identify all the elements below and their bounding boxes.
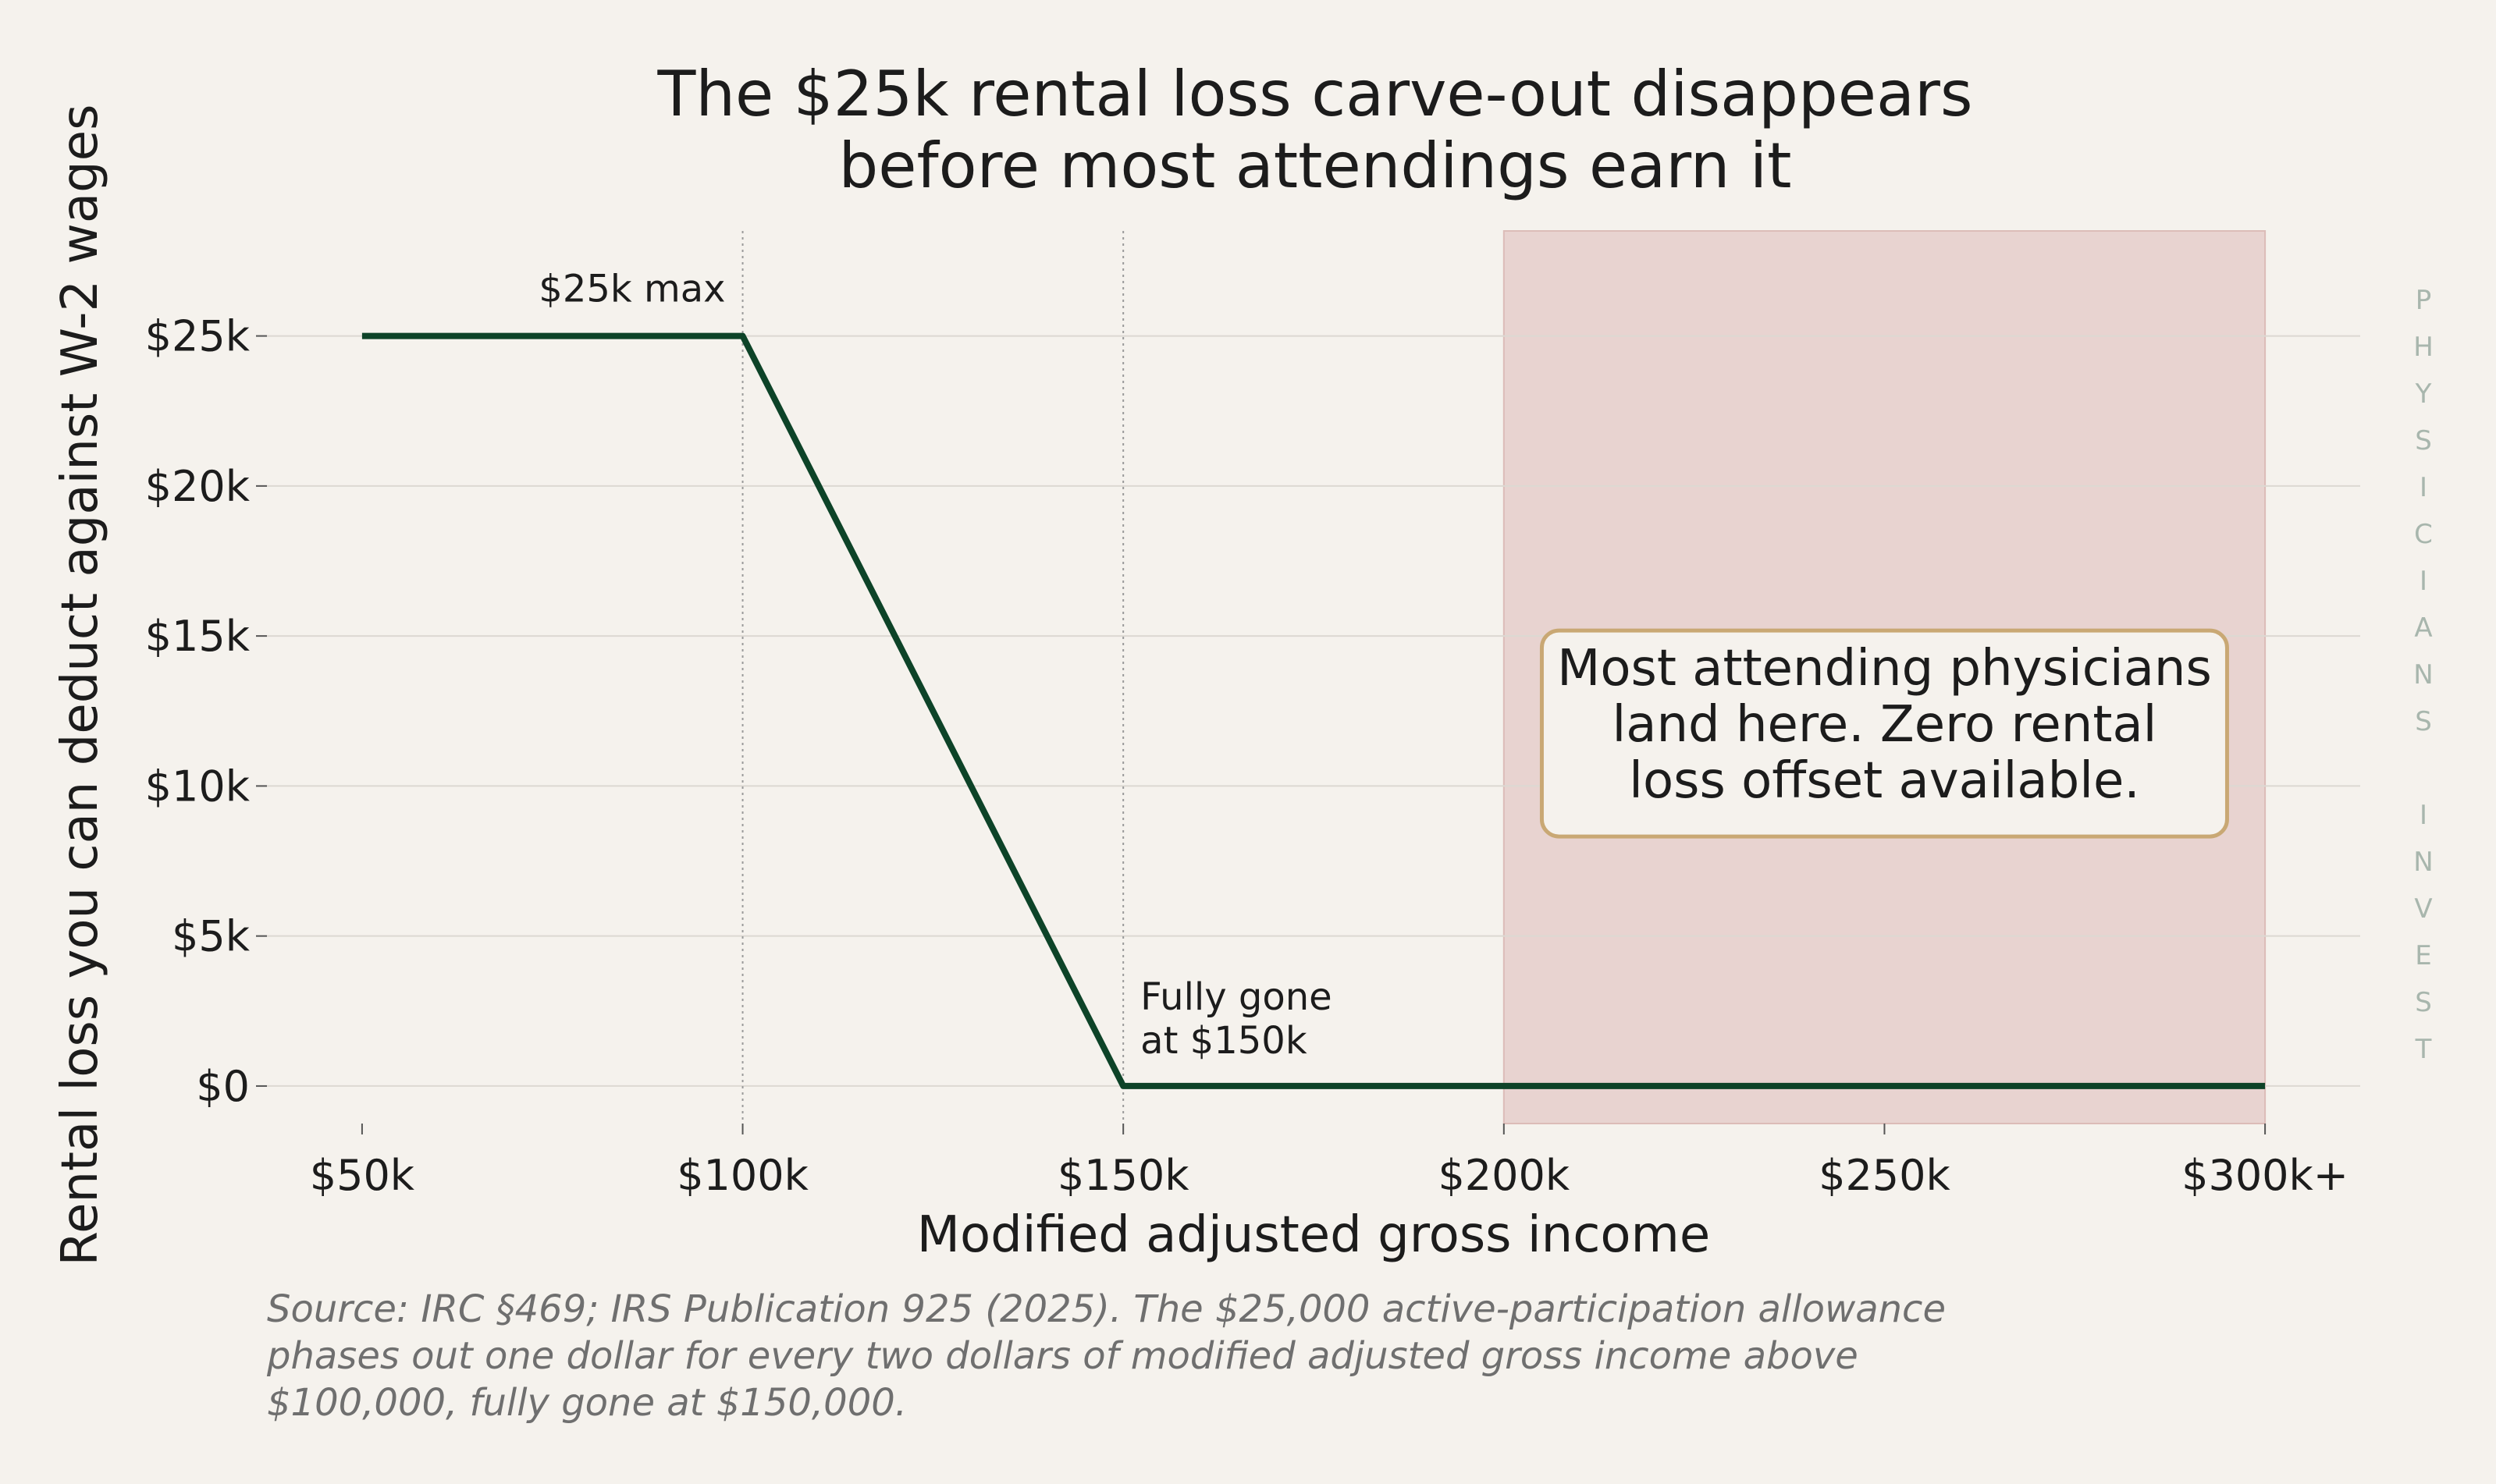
source-line: $100,000, fully gone at $150,000. [267, 1381, 907, 1425]
title-line: before most attendings earn it [839, 130, 1792, 202]
y-tick-label: $20k [145, 462, 251, 511]
watermark-letter: N [2413, 847, 2433, 878]
y-tick-label: $15k [145, 612, 251, 661]
annotation-fully-gone: Fully gone [1140, 975, 1332, 1019]
watermark-letter: H [2413, 332, 2434, 363]
watermark-letter: S [2415, 987, 2432, 1018]
callout-text-line: Most attending physicians [1557, 640, 2212, 698]
series-line-rental-loss-allowance [361, 332, 2266, 1089]
callout-text-line: loss offset available. [1629, 752, 2140, 810]
x-tick-label: $200k [1438, 1151, 1570, 1200]
title-line: The $25k rental loss carve-out disappear… [656, 58, 1972, 130]
watermark-letter: I [2420, 566, 2427, 597]
y-tick-label: $5k [172, 912, 251, 961]
axes: $0 $5k $10k $15k $20k $25k $50k $100k $150k $200k… [52, 105, 2348, 1266]
watermark-letter: T [2415, 1034, 2432, 1065]
x-tick-label: $50k [310, 1151, 415, 1200]
x-tick-label: $250k [1819, 1151, 1950, 1200]
watermark-letter: I [2420, 800, 2427, 831]
annotation-fully-gone: at $150k [1140, 1019, 1307, 1063]
annotation-25k-max: $25k max [539, 268, 725, 311]
watermark-letter: E [2415, 940, 2431, 971]
source-line: Source: IRC §469; IRS Publication 925 (2… [267, 1287, 1946, 1331]
watermark-letter: C [2414, 519, 2433, 550]
watermark-letter: S [2415, 706, 2432, 737]
x-tick-label: $150k [1058, 1151, 1189, 1200]
source-line: phases out one dollar for every two doll… [266, 1334, 1858, 1378]
source-note: Source: IRC §469; IRS Publication 925 (2… [266, 1287, 1946, 1425]
watermark-letter: S [2415, 425, 2432, 456]
watermark-letter: N [2413, 659, 2433, 691]
watermark-letter: Y [2415, 378, 2432, 410]
y-axis-title: Rental loss you can deduct against W-2 w… [52, 105, 109, 1266]
y-tick-label: $0 [196, 1062, 250, 1111]
callout-text-line: land here. Zero rental [1612, 696, 2156, 754]
x-tick-label: $100k [677, 1151, 809, 1200]
y-tick-label: $10k [145, 762, 251, 811]
x-axis-title: Modified adjusted gross income [917, 1206, 1711, 1264]
reference-lines [741, 231, 1125, 1124]
y-tick-label: $25k [145, 312, 251, 361]
callout-box [1539, 628, 2229, 839]
watermark-letter: I [2420, 472, 2427, 503]
x-tick-label: $300k+ [2181, 1151, 2348, 1200]
watermark-letter: A [2414, 612, 2432, 644]
chart-title: The $25k rental loss carve-out disappear… [656, 58, 1972, 202]
series-layer [361, 332, 2266, 1089]
watermark-letter: P [2416, 285, 2432, 316]
watermark-letter: V [2414, 893, 2432, 925]
